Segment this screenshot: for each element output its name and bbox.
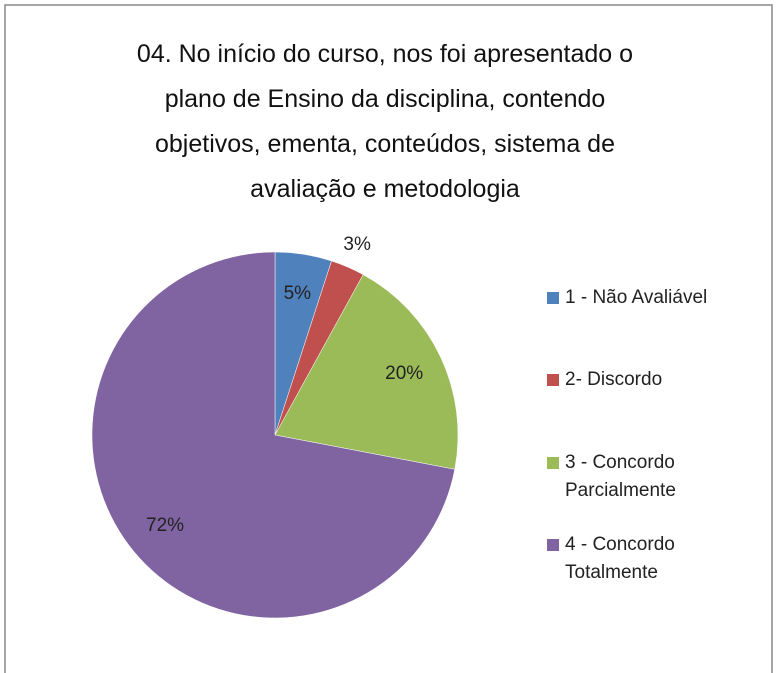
legend-item: 1 - Não Avaliável <box>547 284 762 312</box>
legend-swatch <box>547 457 559 469</box>
legend-label: 4 - Concordo Totalmente <box>565 534 675 583</box>
pie-slice <box>274 274 459 470</box>
legend-swatch <box>547 292 559 304</box>
legend-item: 3 - Concordo Parcialmente <box>547 449 762 505</box>
chart-border <box>4 4 773 673</box>
pie-slice <box>91 251 456 619</box>
legend-swatch <box>547 374 559 386</box>
legend-item: 2- Discordo <box>547 366 762 394</box>
legend-label: 2- Discordo <box>565 369 663 390</box>
legend-label: 3 - Concordo Parcialmente <box>565 452 676 501</box>
chart-title: 04. No início do curso, nos foi apresent… <box>136 40 634 203</box>
legend-swatch <box>547 539 559 551</box>
data-label: 72% <box>146 515 184 536</box>
legend-label: 1 - Não Avaliável <box>565 287 708 308</box>
legend-item: 4 - Concordo Totalmente <box>547 531 762 587</box>
data-label: 20% <box>385 363 423 384</box>
data-label: 3% <box>343 234 371 255</box>
data-label: 5% <box>284 283 312 304</box>
